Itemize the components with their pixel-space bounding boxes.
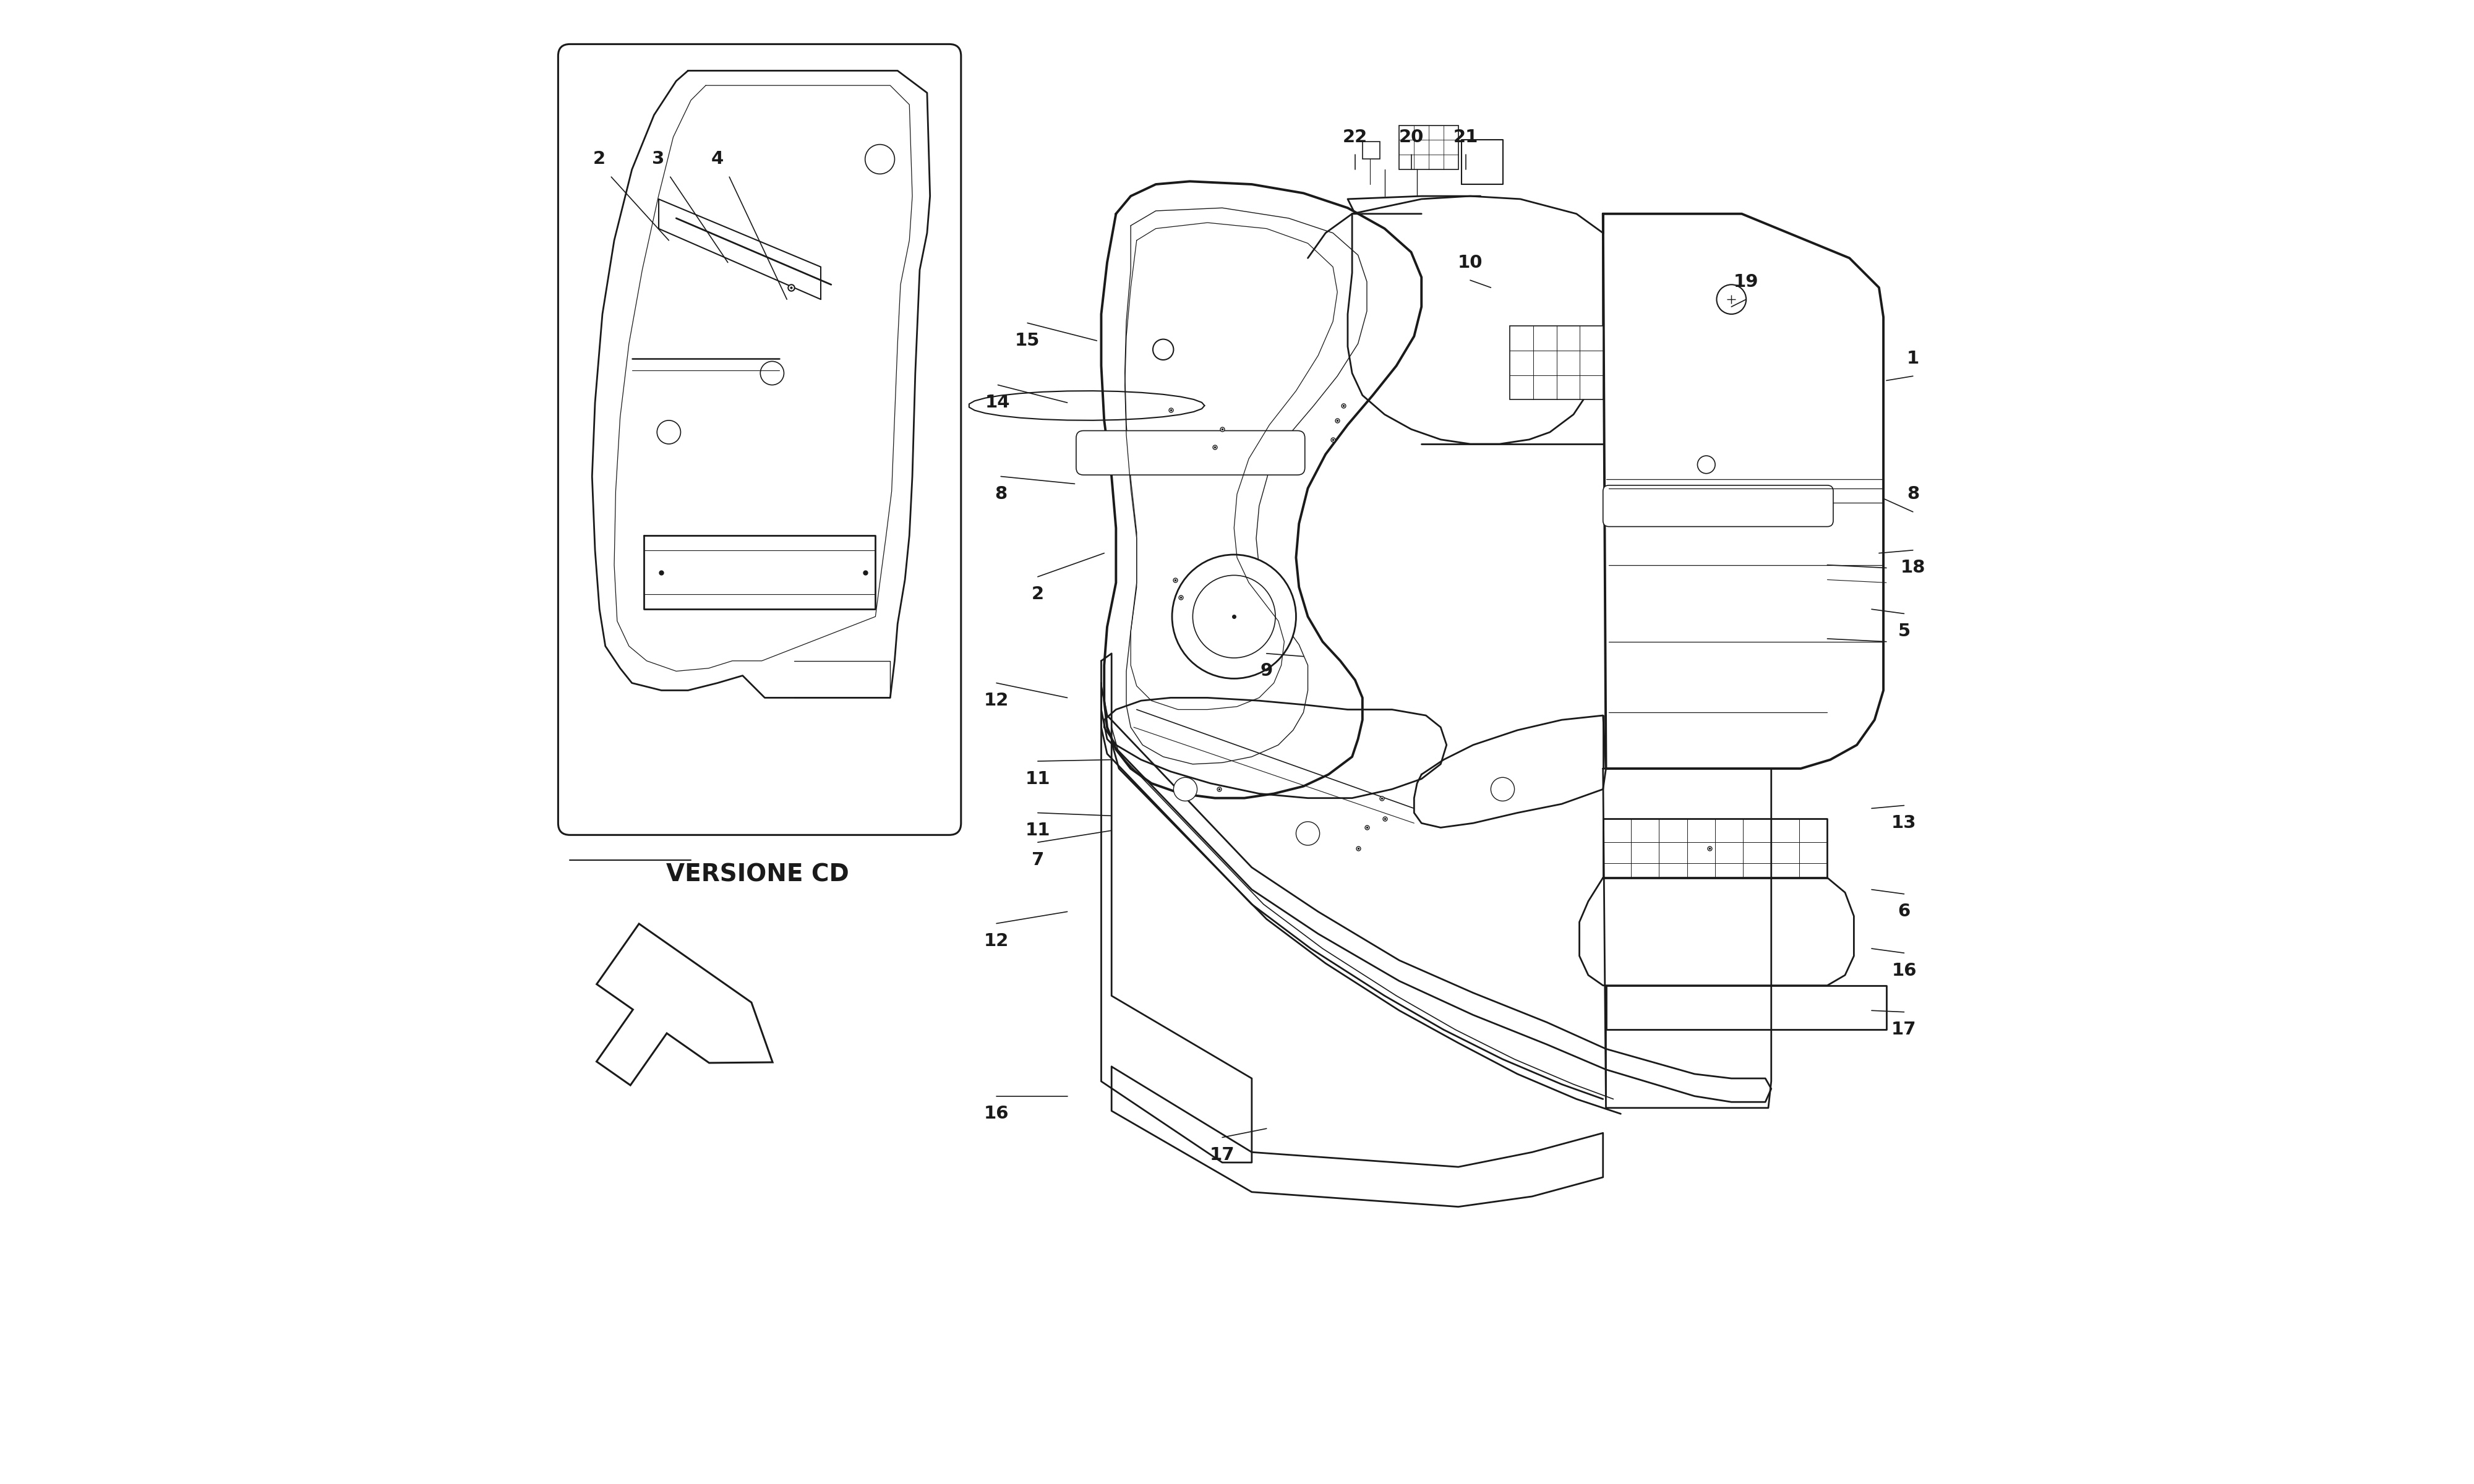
- Circle shape: [1296, 822, 1319, 846]
- Text: VERSIONE CD: VERSIONE CD: [666, 864, 849, 886]
- Text: 11: 11: [1024, 822, 1051, 838]
- Circle shape: [1697, 456, 1714, 473]
- Circle shape: [1717, 285, 1747, 315]
- Text: 16: 16: [985, 1106, 1009, 1122]
- FancyBboxPatch shape: [559, 45, 960, 835]
- Circle shape: [1192, 576, 1277, 657]
- Text: 12: 12: [985, 932, 1009, 950]
- Circle shape: [760, 361, 784, 384]
- Text: 15: 15: [1014, 332, 1039, 349]
- Polygon shape: [596, 923, 772, 1085]
- Text: 20: 20: [1398, 129, 1423, 145]
- Text: 17: 17: [1210, 1147, 1235, 1163]
- Text: 11: 11: [1024, 770, 1051, 788]
- Circle shape: [1492, 778, 1514, 801]
- Text: 13: 13: [1893, 815, 1917, 833]
- Text: 5: 5: [1898, 623, 1910, 640]
- Bar: [1400, 125, 1457, 169]
- Text: 22: 22: [1343, 129, 1368, 145]
- Text: 1: 1: [1907, 350, 1920, 367]
- Text: 8: 8: [1907, 485, 1920, 503]
- Text: 12: 12: [985, 692, 1009, 709]
- Circle shape: [866, 144, 896, 174]
- Text: 3: 3: [653, 150, 666, 168]
- FancyBboxPatch shape: [1076, 430, 1304, 475]
- Text: 2: 2: [1032, 586, 1044, 603]
- Bar: [1363, 141, 1380, 159]
- Text: 18: 18: [1900, 559, 1925, 577]
- Bar: [1509, 326, 1603, 399]
- Text: 10: 10: [1457, 254, 1482, 272]
- Text: 4: 4: [710, 150, 725, 168]
- Circle shape: [658, 420, 680, 444]
- Text: 14: 14: [985, 393, 1009, 411]
- Text: 16: 16: [1893, 962, 1917, 979]
- Circle shape: [1153, 340, 1173, 359]
- Text: 17: 17: [1893, 1021, 1917, 1039]
- Circle shape: [1173, 555, 1296, 678]
- Text: 8: 8: [995, 485, 1007, 503]
- Text: 7: 7: [1032, 852, 1044, 868]
- Circle shape: [1173, 778, 1197, 801]
- Text: 2: 2: [594, 150, 606, 168]
- Text: 21: 21: [1452, 129, 1479, 145]
- Text: 9: 9: [1259, 662, 1272, 680]
- FancyBboxPatch shape: [1603, 485, 1833, 527]
- Text: 19: 19: [1734, 273, 1759, 291]
- Text: 6: 6: [1898, 904, 1910, 920]
